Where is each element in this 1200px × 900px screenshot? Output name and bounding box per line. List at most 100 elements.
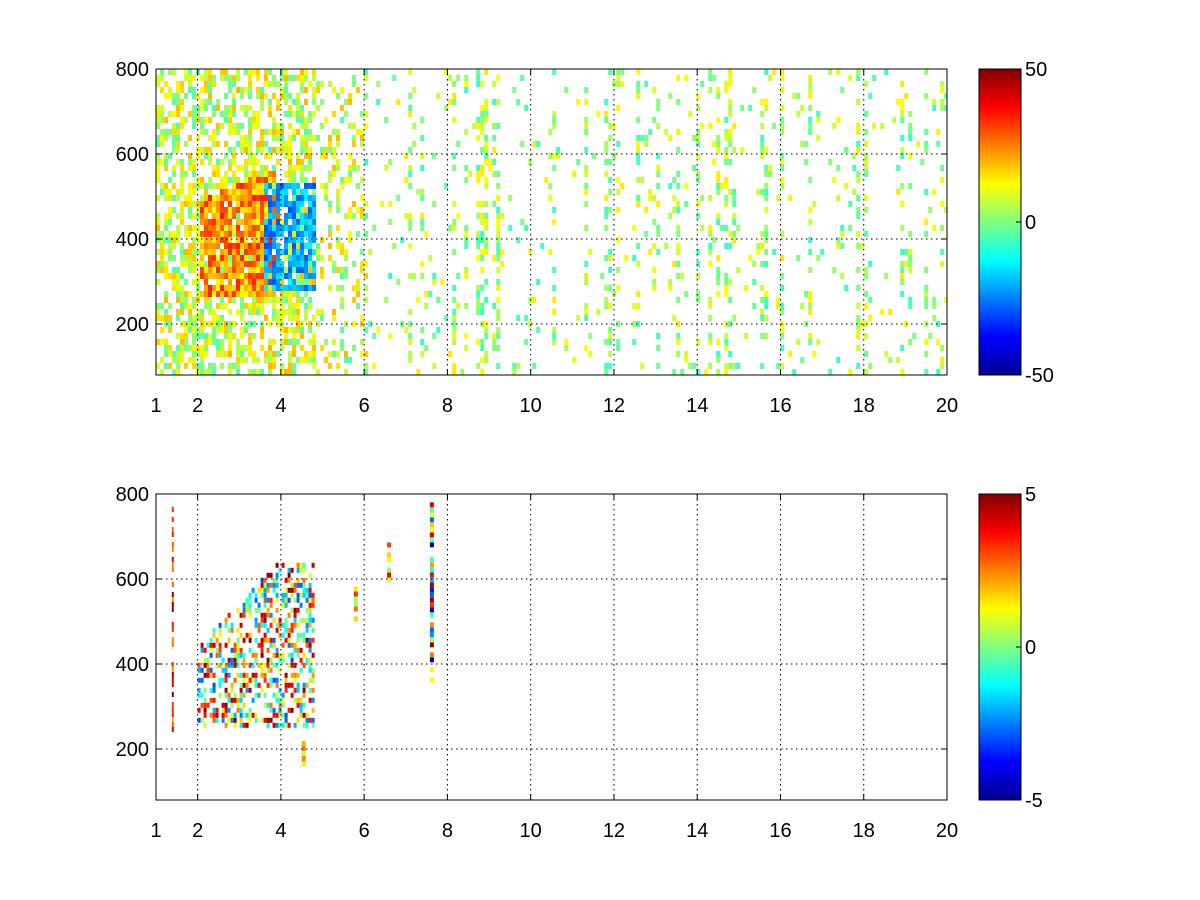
heatmap-cell	[200, 642, 204, 648]
heatmap-cell	[224, 303, 228, 309]
heatmap-cell	[218, 642, 222, 648]
heatmap-cell	[940, 177, 945, 183]
heatmap-cell	[248, 321, 252, 327]
heatmap-cell	[227, 672, 231, 678]
heatmap-cell	[356, 165, 360, 171]
heatmap-cell	[252, 213, 256, 219]
heatmap-cell	[216, 327, 220, 333]
heatmap-cell	[672, 195, 677, 201]
heatmap-cell	[221, 707, 225, 713]
heatmap-cell	[384, 297, 389, 303]
heatmap-cell	[856, 285, 861, 291]
heatmap-cell	[268, 147, 272, 153]
heatmap-cell	[230, 657, 234, 663]
heatmap-cell	[164, 297, 168, 303]
heatmap-cell	[236, 637, 240, 643]
heatmap-cell	[275, 582, 279, 588]
heatmap-cell	[516, 315, 521, 321]
heatmap-cell	[192, 87, 196, 93]
heatmap-cell	[168, 321, 172, 327]
heatmap-cell	[484, 237, 489, 243]
heatmap-cell	[276, 219, 280, 225]
heatmap-cell	[301, 761, 306, 766]
heatmap-cell	[556, 153, 561, 159]
heatmap-cell	[244, 183, 248, 189]
heatmap-cell	[240, 315, 244, 321]
heatmap-cell	[856, 99, 861, 105]
heatmap-cell	[192, 315, 196, 321]
heatmap-cell	[240, 261, 244, 267]
heatmap-cell	[276, 267, 280, 273]
heatmap-cell	[292, 339, 296, 345]
heatmap-cell	[284, 171, 288, 177]
heatmap-cell	[248, 647, 252, 653]
heatmap-cell	[209, 672, 213, 678]
heatmap-cell	[299, 602, 303, 608]
heatmap-cell	[708, 315, 713, 321]
heatmap-cell	[228, 129, 232, 135]
heatmap-cell	[420, 261, 425, 267]
heatmap-cell	[311, 652, 315, 658]
heatmap-cell	[233, 657, 237, 663]
heatmap-cell	[228, 189, 232, 195]
heatmap-cell	[572, 171, 577, 177]
heatmap-cell	[552, 285, 557, 291]
heatmap-cell	[296, 225, 300, 231]
heatmap-cell	[924, 267, 929, 273]
heatmap-cell	[348, 231, 352, 237]
heatmap-cell	[311, 597, 315, 603]
heatmap-cell	[256, 303, 260, 309]
heatmap-cell	[452, 285, 457, 291]
heatmap-cell	[732, 219, 737, 225]
heatmap-cell	[496, 315, 501, 321]
heatmap-cell	[244, 291, 248, 297]
heatmap-cell	[608, 255, 613, 261]
heatmap-cell	[728, 141, 733, 147]
heatmap-cell	[292, 363, 296, 369]
heatmap-cell	[608, 327, 613, 333]
heatmap-cell	[220, 327, 224, 333]
heatmap-cell	[616, 69, 621, 75]
heatmap-cell	[156, 75, 160, 81]
heatmap-cell	[584, 345, 589, 351]
heatmap-cell	[816, 135, 821, 141]
heatmap-cell	[290, 567, 294, 573]
heatmap-cell	[244, 231, 248, 237]
heatmap-cell	[272, 231, 276, 237]
y-tick-label: 800	[116, 59, 149, 81]
heatmap-cell	[304, 147, 308, 153]
heatmap-cell	[228, 321, 232, 327]
heatmap-cell	[256, 231, 260, 237]
heatmap-cell	[308, 129, 312, 135]
heatmap-cell	[248, 285, 252, 291]
heatmap-cell	[656, 231, 661, 237]
heatmap-cell	[696, 291, 701, 297]
heatmap-cell	[203, 707, 207, 713]
heatmap-cell	[296, 607, 300, 613]
heatmap-cell	[408, 309, 413, 315]
heatmap-cell	[604, 255, 609, 261]
heatmap-cell	[712, 237, 717, 243]
heatmap-cell	[868, 315, 873, 321]
heatmap-cell	[172, 99, 176, 105]
heatmap-cell	[287, 642, 291, 648]
heatmap-cell	[308, 303, 312, 309]
heatmap-cell	[484, 219, 489, 225]
heatmap-cell	[269, 642, 273, 648]
heatmap-cell	[160, 261, 164, 267]
heatmap-cell	[311, 602, 315, 608]
heatmap-cell	[480, 201, 485, 207]
heatmap-cell	[269, 597, 273, 603]
heatmap-cell	[208, 303, 212, 309]
heatmap-cell	[164, 363, 168, 369]
heatmap-cell	[257, 602, 261, 608]
heatmap-cell	[364, 201, 368, 207]
heatmap-cell	[180, 105, 184, 111]
heatmap-cell	[348, 153, 352, 159]
heatmap-cell	[676, 171, 681, 177]
heatmap-cell	[266, 702, 270, 708]
heatmap-cell	[275, 592, 279, 598]
heatmap-cell	[696, 339, 701, 345]
heatmap-cell	[248, 303, 252, 309]
heatmap-cell	[584, 129, 589, 135]
